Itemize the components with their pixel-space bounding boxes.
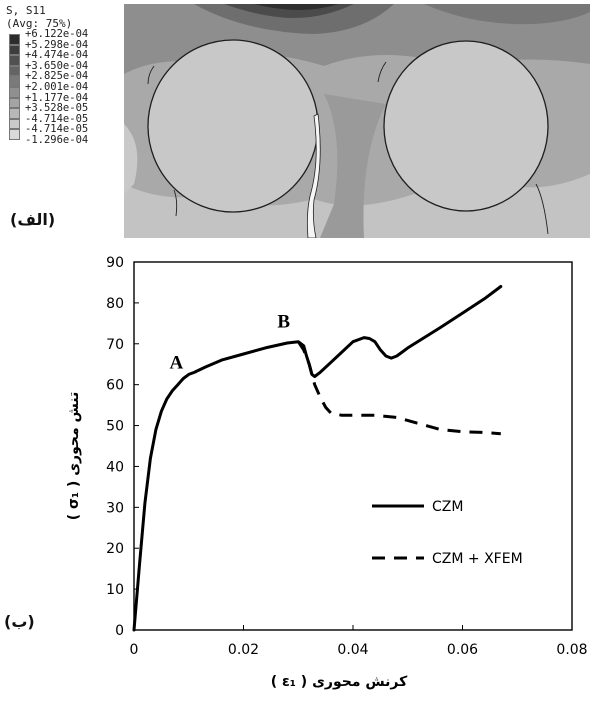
legend-row: +6.122e-04 [6,28,124,45]
crack-mark [535,183,549,235]
series-czm-line [132,285,503,632]
legend-swatch [9,65,20,77]
y-axis-label: تنش محوری ( σ₁ ) [66,392,82,521]
legend-row: +2.825e-04 [6,70,124,87]
y-tick-label: 20 [106,541,124,557]
contour-band [320,94,386,238]
x-tick-label: 0.08 [556,642,587,658]
legend-row: -4.714e-05 [6,113,124,130]
y-tick-label: 40 [106,459,124,475]
legend-value: +5.298e-04 [25,38,89,51]
stress-contour-image [124,4,590,238]
y-tick-label: 10 [106,582,124,598]
legend-value: +6.122e-04 [25,28,89,40]
panel-b-label: (ب) [4,612,35,631]
legend-swatch [9,108,20,119]
legend-value: -1.296e-04 [25,134,89,146]
legend-swatch [9,55,20,66]
legend-swatch [9,129,20,140]
y-tick-label: 90 [106,255,124,271]
crack-mark [173,189,178,217]
legend-swatch [9,97,20,109]
legend-swatch [9,76,20,87]
legend-row: +3.650e-04 [6,60,124,77]
axis-ticks: 0 10 20 30 40 50 60 70 80 90 0 0.02 0.04 0.06 0.08 [106,255,587,658]
legend-entry: CZM + XFEM [432,551,523,567]
legend-subtitle: (Avg: 75%) [6,17,73,30]
series-layer [132,285,503,632]
x-tick-label: 0 [130,642,139,658]
legend-value: +3.528e-05 [25,102,89,115]
fiber-left [147,39,319,213]
legend-scale: +6.122e-04 +5.298e-04 +4.474e-04 +3.650e-04… [6,28,124,146]
legend-row: +5.298e-04 [6,39,124,56]
crack-mark [147,65,155,85]
legend-value: +2.825e-04 [25,70,89,83]
contour-band [254,4,339,10]
contour-band [194,4,394,34]
legend-value: +1.177e-04 [25,91,89,104]
y-tick-label: 70 [106,337,124,353]
point-label: B [277,311,290,332]
legend-value: -4.714e-05 [25,112,89,125]
fiber-right [383,40,549,212]
legend-entry: CZM [432,499,463,515]
legend-value: +3.650e-04 [25,59,89,72]
y-tick-label: 30 [106,500,124,516]
x-tick-label: 0.04 [337,642,368,658]
legend-swatch [9,34,20,45]
interface-crack [306,113,321,238]
legend-row: -4.714e-05 [6,123,124,140]
legend-value: +2.001e-04 [25,80,89,93]
legend-title: S, S11 [6,4,46,17]
y-tick-label: 60 [106,378,124,394]
legend-value: -4.714e-05 [25,123,89,136]
legend-swatch [9,44,20,56]
y-tick-label: 0 [115,623,124,639]
legend-swatch [9,118,20,130]
legend-value: +4.474e-04 [25,49,89,62]
x-tick-label: 0.02 [228,642,259,658]
contour-band [124,124,138,194]
legend-row: +4.474e-04 [6,49,124,66]
legend-row: +3.528e-05 [6,102,124,119]
legend-row: +1.177e-04 [6,92,124,109]
contour-legend: S, S11 (Avg: 75%) +6.122e-04 +5.298e-04 +4… [6,4,124,146]
chart-legend: CZM CZM + XFEM [372,499,523,567]
x-tick-label: 0.06 [447,642,478,658]
y-tick-label: 80 [106,296,124,312]
series-czm-xfem-line [297,340,501,436]
legend-swatch [9,86,20,98]
plot-frame [133,261,573,631]
point-label: A [170,352,184,373]
y-tick-label: 50 [106,419,124,435]
annotations: AB [170,311,291,373]
legend-row: +2.001e-04 [6,81,124,98]
panel-a-label: (الف) [10,210,56,229]
x-axis-label: کرنش محوری ( ε₁ ) [271,674,408,690]
contour-band [424,4,590,25]
crack-mark [377,61,387,83]
